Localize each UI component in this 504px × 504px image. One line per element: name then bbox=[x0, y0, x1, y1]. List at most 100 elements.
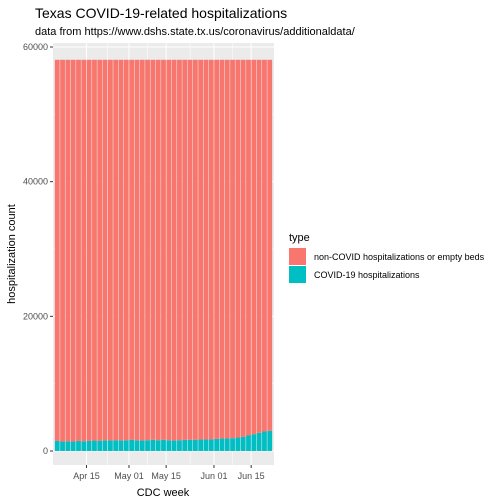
bar-covid bbox=[60, 441, 65, 451]
chart-subtitle: data from https://www.dshs.state.tx.us/c… bbox=[35, 26, 355, 38]
legend-label-non-covid: non-COVID hospitalizations or empty beds bbox=[314, 252, 485, 262]
bar-covid bbox=[123, 440, 129, 451]
bar-non-covid bbox=[203, 59, 209, 440]
bar-covid bbox=[198, 439, 204, 451]
legend-key-non-covid bbox=[289, 248, 306, 265]
bar-covid bbox=[86, 440, 92, 451]
bar-non-covid bbox=[145, 59, 150, 441]
bar-non-covid bbox=[70, 59, 76, 442]
bar-covid bbox=[150, 439, 156, 451]
bar-covid bbox=[134, 440, 140, 451]
bar-non-covid bbox=[86, 59, 92, 441]
bar-non-covid bbox=[219, 59, 225, 439]
x-tick-label: May 01 bbox=[114, 471, 144, 481]
bar-covid bbox=[129, 439, 135, 451]
y-axis: 0 20000 40000 60000 bbox=[23, 42, 53, 456]
bar-covid bbox=[214, 438, 220, 451]
x-tick-label: May 15 bbox=[151, 471, 181, 481]
bar-non-covid bbox=[107, 59, 113, 441]
chart-title: Texas COVID-19-related hospitalizations bbox=[35, 5, 288, 21]
bar-non-covid bbox=[150, 59, 156, 440]
bar-non-covid bbox=[240, 59, 246, 437]
x-axis: Apr 15 May 01 May 15 Jun 01 Jun 15 bbox=[73, 465, 265, 481]
x-axis-title: CDC week bbox=[137, 487, 190, 499]
bar-covid bbox=[182, 439, 188, 451]
bar-non-covid bbox=[171, 59, 177, 441]
legend-title: type bbox=[289, 232, 310, 244]
bar-covid bbox=[166, 440, 172, 451]
bar-covid bbox=[219, 438, 225, 451]
bar-non-covid bbox=[214, 59, 220, 439]
bar-non-covid bbox=[102, 59, 108, 441]
bar-covid bbox=[113, 440, 119, 451]
y-tick-label: 60000 bbox=[23, 42, 48, 52]
legend-key-covid bbox=[289, 266, 306, 283]
bar-non-covid bbox=[224, 59, 230, 439]
bar-covid bbox=[187, 439, 193, 451]
y-axis-title: hospitalization count bbox=[6, 204, 18, 304]
bar-covid bbox=[70, 441, 76, 451]
bar-covid bbox=[192, 439, 198, 451]
bar-covid bbox=[256, 432, 262, 451]
bar-non-covid bbox=[54, 59, 60, 441]
bar-non-covid bbox=[97, 59, 103, 441]
bar-covid bbox=[102, 440, 108, 451]
bar-covid bbox=[155, 440, 161, 451]
y-tick-label: 20000 bbox=[23, 311, 48, 321]
bar-non-covid bbox=[161, 59, 166, 440]
bar-non-covid bbox=[246, 59, 251, 436]
bar-covid bbox=[54, 440, 60, 451]
legend-label-covid: COVID-19 hospitalizations bbox=[314, 270, 420, 280]
bar-non-covid bbox=[256, 59, 262, 433]
bar-covid bbox=[240, 436, 246, 451]
bar-non-covid bbox=[182, 59, 188, 440]
bar-non-covid bbox=[177, 59, 182, 441]
bar-non-covid bbox=[139, 59, 145, 441]
bar-covid bbox=[118, 440, 124, 451]
bars bbox=[54, 59, 273, 451]
bar-covid bbox=[224, 438, 230, 451]
bar-non-covid bbox=[134, 59, 140, 441]
bar-non-covid bbox=[92, 59, 97, 441]
bar-covid bbox=[251, 434, 257, 451]
bar-covid bbox=[203, 439, 209, 451]
bar-covid bbox=[161, 439, 166, 451]
bar-non-covid bbox=[198, 59, 204, 440]
bar-covid bbox=[230, 438, 235, 451]
bar-covid bbox=[139, 440, 145, 451]
bar-covid bbox=[97, 440, 103, 451]
bar-non-covid bbox=[76, 59, 81, 441]
bar-covid bbox=[246, 435, 251, 451]
bar-non-covid bbox=[187, 59, 193, 440]
bar-covid bbox=[65, 441, 71, 451]
bar-covid bbox=[76, 440, 81, 451]
bar-covid bbox=[107, 440, 113, 451]
bar-non-covid bbox=[118, 59, 124, 441]
bar-covid bbox=[262, 431, 267, 451]
bar-covid bbox=[171, 440, 177, 451]
bar-non-covid bbox=[262, 59, 267, 432]
bar-non-covid bbox=[267, 59, 273, 431]
bar-non-covid bbox=[155, 59, 161, 441]
bar-non-covid bbox=[208, 59, 214, 440]
bar-non-covid bbox=[166, 59, 172, 441]
bar-covid bbox=[208, 439, 214, 451]
bar-covid bbox=[267, 430, 273, 451]
x-tick-label: Jun 01 bbox=[200, 471, 227, 481]
bar-non-covid bbox=[192, 59, 198, 440]
x-tick-label: Jun 15 bbox=[238, 471, 265, 481]
bar-non-covid bbox=[230, 59, 235, 439]
bar-non-covid bbox=[81, 59, 87, 442]
bar-non-covid bbox=[123, 59, 129, 441]
bar-non-covid bbox=[129, 59, 135, 440]
y-tick-label: 40000 bbox=[23, 177, 48, 187]
bar-covid bbox=[81, 441, 87, 451]
bar-non-covid bbox=[65, 59, 71, 442]
bar-covid bbox=[177, 440, 182, 451]
bar-non-covid bbox=[235, 59, 241, 438]
legend: type non-COVID hospitalizations or empty… bbox=[289, 232, 485, 283]
y-tick-label: 0 bbox=[43, 446, 48, 456]
bar-covid bbox=[145, 440, 150, 451]
bar-covid bbox=[92, 440, 97, 451]
